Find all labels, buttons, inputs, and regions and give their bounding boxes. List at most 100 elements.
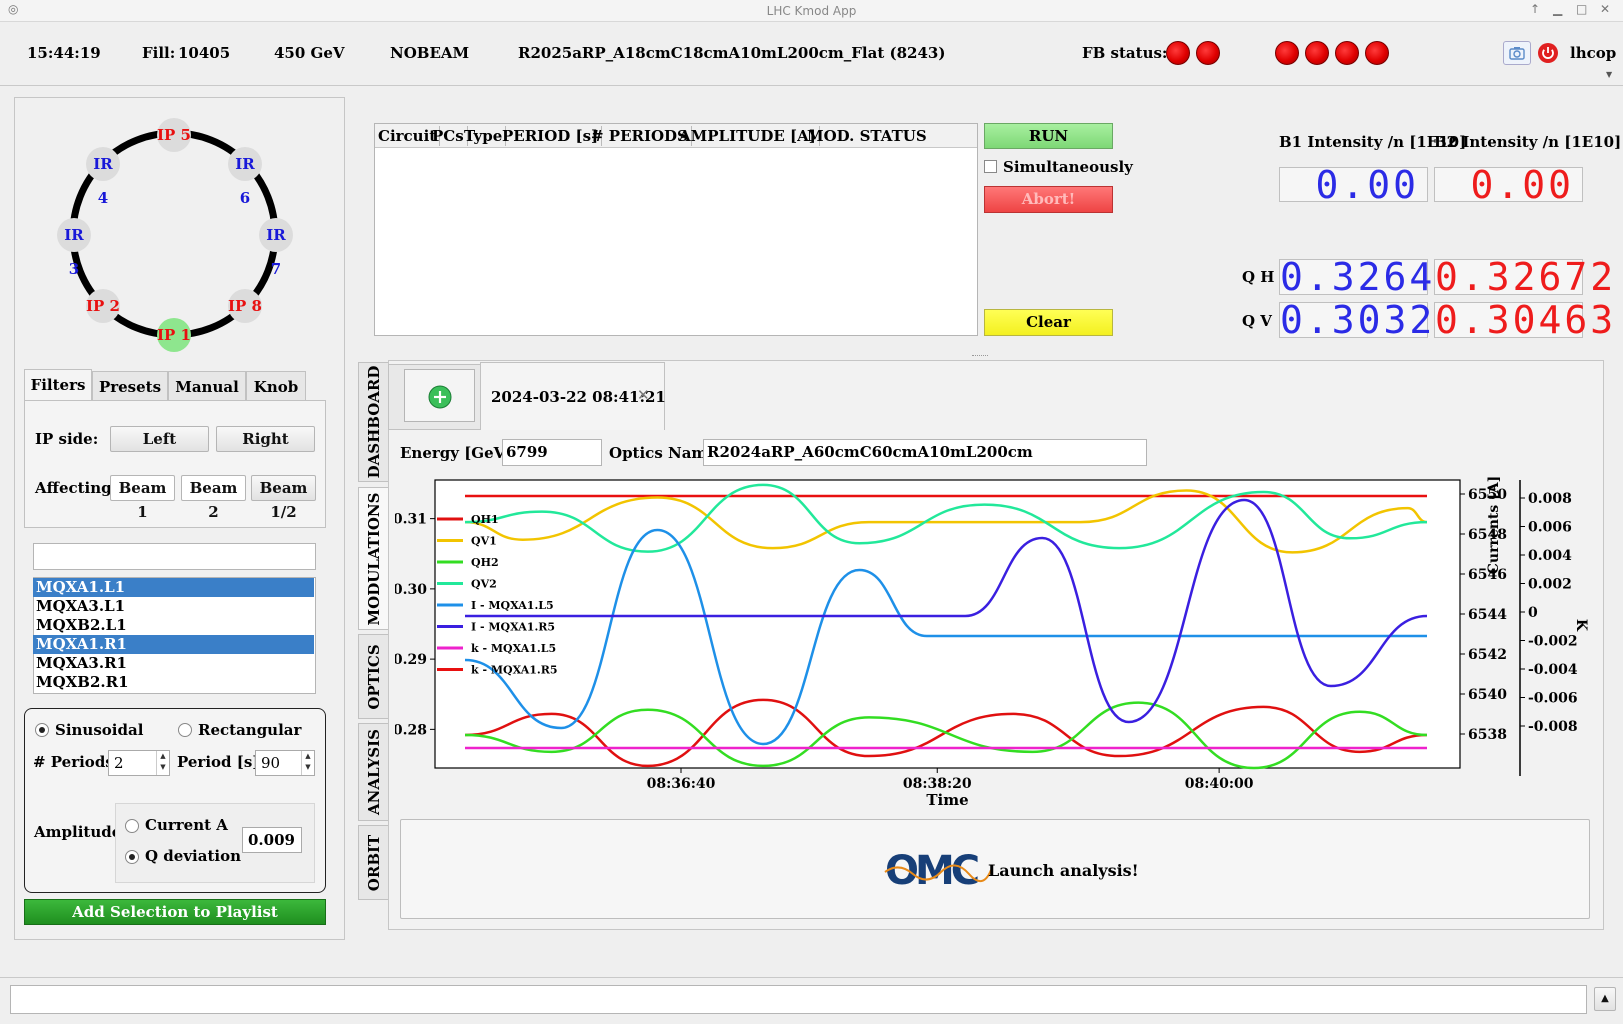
logout-button[interactable]: [1537, 42, 1559, 64]
tab-filters[interactable]: Filters: [24, 369, 92, 401]
launch-analysis-button[interactable]: [400, 819, 1590, 919]
y-left-tick-label: 0.30: [395, 582, 427, 598]
ring-node-ip8[interactable]: IP 8: [228, 289, 262, 323]
ring-node-ir7[interactable]: IR 7: [259, 218, 293, 278]
clear-button[interactable]: Clear: [984, 309, 1113, 336]
playlist-table[interactable]: [374, 123, 978, 336]
fill-number: 10405: [178, 44, 231, 62]
y-mid-tick-label: 6544: [1468, 607, 1507, 623]
tab-presets[interactable]: Presets: [92, 371, 168, 401]
column-header[interactable]: PCs: [429, 126, 468, 146]
optics-name: R2025aRP_A18cmC18cmA10mL200cm_Flat (8243…: [518, 44, 946, 62]
column-header[interactable]: AMPLITUDE [A]: [676, 126, 820, 146]
ring-node-ir4[interactable]: IR 4: [86, 147, 120, 207]
left-side-button[interactable]: Left: [110, 426, 209, 452]
modulation-chart: 0.31 0.30 0.29 0.28 6550 6548 6546 6544 6542 6540…: [395, 476, 1589, 809]
session-tab[interactable]: 2024-03-22 08:41:21 ✕: [480, 362, 666, 430]
list-item[interactable]: MQXA3.R1: [36, 654, 127, 672]
list-item[interactable]: MQXA3.L1: [36, 597, 126, 615]
ring-node-ir3[interactable]: IR 3: [57, 218, 91, 278]
keep-above-button[interactable]: ↑: [1530, 2, 1541, 16]
column-header[interactable]: # PERIODS: [588, 126, 692, 146]
spin-arrows-icon[interactable]: ▲ ▼: [156, 751, 169, 775]
y-right-tick-label: 0: [1528, 605, 1538, 621]
tab-optics[interactable]: OPTICS: [358, 634, 388, 719]
y-right-tick-label: -0.002: [1528, 634, 1578, 650]
beam12-button[interactable]: Beam 1/2: [251, 475, 316, 521]
y-right-tick-label: 0.008: [1528, 491, 1572, 507]
new-session-button[interactable]: [404, 369, 475, 422]
spin-arrows-icon[interactable]: ▲ ▼: [301, 751, 314, 775]
ring-node-ir6[interactable]: IR 6: [228, 147, 262, 207]
column-header[interactable]: MOD. STATUS: [807, 127, 927, 145]
add-to-playlist-button[interactable]: Add Selection to Playlist: [24, 899, 326, 925]
beam-mode: NOBEAM: [390, 44, 470, 62]
b2-intensity-display: 0.00: [1434, 166, 1583, 204]
status-bar: [10, 985, 1587, 1014]
amplitude-input[interactable]: 0.009: [242, 827, 302, 853]
chevron-down-icon[interactable]: ▼: [1606, 70, 1613, 79]
ring-node-ip1[interactable]: IP 1: [157, 318, 191, 352]
beam-energy: 450 GeV: [274, 44, 345, 62]
legend-label: I - MQXA1.R5: [471, 621, 555, 634]
qv-b2-display: 0.30463: [1434, 298, 1617, 342]
close-window-button[interactable]: ✕: [1600, 2, 1611, 16]
close-tab-icon[interactable]: ✕: [637, 386, 650, 404]
window-title-bar: LHC Kmod App: [0, 0, 1623, 22]
list-item[interactable]: MQXA1.R1: [33, 635, 314, 654]
tab-analysis[interactable]: ANALYSIS: [358, 723, 388, 821]
current-a-radio[interactable]: [125, 819, 139, 833]
periods-spinbox[interactable]: 2 ▲ ▼: [108, 750, 170, 776]
minimize-button[interactable]: ▁: [1553, 2, 1563, 16]
app-icon: ◎: [8, 2, 19, 16]
fb-status-led: [1196, 41, 1220, 65]
list-item[interactable]: MQXB2.L1: [36, 616, 127, 634]
energy-field[interactable]: 6799: [502, 439, 602, 466]
beam2-button[interactable]: Beam 2: [181, 475, 246, 521]
ip-side-label: IP side:: [35, 430, 99, 448]
rectangular-radio[interactable]: [178, 723, 192, 737]
magnet-search-input[interactable]: [33, 543, 316, 570]
list-item[interactable]: MQXA1.L1: [33, 578, 314, 597]
tab-dashboard[interactable]: DASHBOARD: [358, 362, 388, 482]
y-mid-tick-label: 6540: [1468, 687, 1507, 703]
fb-status-led: [1365, 41, 1389, 65]
column-header[interactable]: PERIOD [s]: [499, 126, 603, 146]
period-spinbox[interactable]: 90 ▲ ▼: [255, 750, 315, 776]
screenshot-button[interactable]: [1503, 41, 1531, 65]
splitter-handle[interactable]: [972, 355, 988, 357]
y-right-tick-label: 0.002: [1528, 577, 1572, 593]
column-header[interactable]: Circuit: [375, 126, 441, 146]
fb-status-led: [1335, 41, 1359, 65]
run-button[interactable]: RUN: [984, 123, 1113, 149]
legend-label: k - MQXA1.L5: [471, 642, 556, 655]
right-side-button[interactable]: Right: [216, 426, 315, 452]
fb-status-led: [1166, 41, 1190, 65]
abort-button[interactable]: Abort!: [984, 186, 1113, 213]
periods-label: # Periods:: [33, 753, 120, 771]
column-header[interactable]: Type: [461, 126, 507, 146]
optics-field[interactable]: R2024aRP_A60cmC60cmA10mL200cm: [703, 439, 1147, 466]
tab-manual[interactable]: Manual: [168, 371, 246, 401]
playlist-header: [375, 124, 977, 148]
x-tick-label: 08:40:00: [1185, 776, 1254, 792]
y-mid-axis-label: Currents [A]: [1486, 476, 1502, 575]
legend-label: QH2: [471, 556, 499, 569]
clock: 15:44:19: [27, 44, 101, 62]
q-deviation-radio[interactable]: [125, 850, 139, 864]
beam1-button[interactable]: Beam 1: [110, 475, 175, 521]
ring-node-ip2[interactable]: IP 2: [86, 289, 120, 323]
simultaneously-checkbox[interactable]: [984, 160, 997, 173]
qh-b1-display: 0.32643: [1279, 255, 1462, 299]
tab-orbit[interactable]: ORBIT: [358, 825, 388, 900]
energy-label: Energy [GeV]: [400, 444, 513, 462]
maximize-button[interactable]: □: [1576, 2, 1588, 16]
tab-knob[interactable]: Knob: [246, 371, 306, 401]
list-item[interactable]: MQXB2.R1: [36, 673, 129, 691]
sinusoidal-radio[interactable]: [35, 723, 49, 737]
q-deviation-label: Q deviation: [145, 847, 241, 865]
qh-b2-display: 0.32672: [1434, 255, 1617, 299]
tab-modulations[interactable]: MODULATIONS: [358, 487, 388, 630]
ring-node-ip5[interactable]: IP 5: [157, 118, 191, 152]
status-expand-button[interactable]: ▲: [1594, 987, 1616, 1011]
